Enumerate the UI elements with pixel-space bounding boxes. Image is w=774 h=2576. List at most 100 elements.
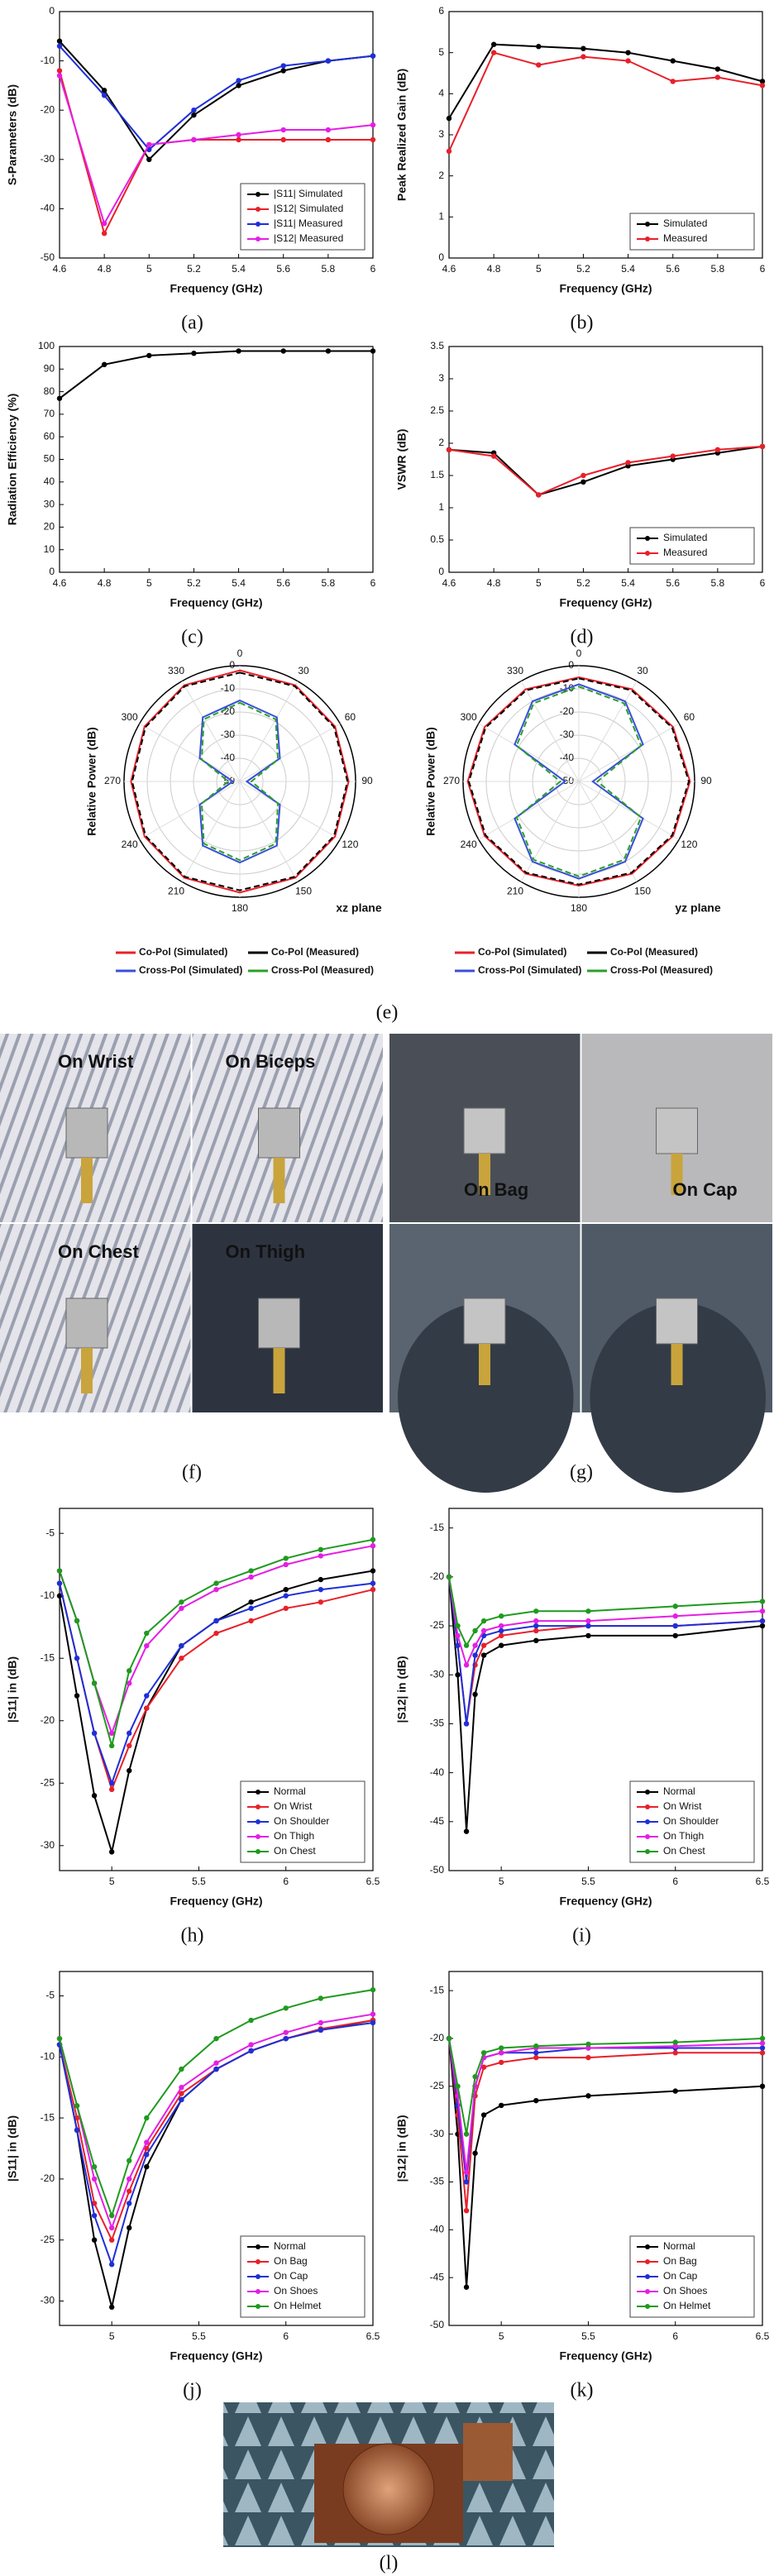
data-point bbox=[127, 2176, 132, 2182]
y-tick-label: 0 bbox=[438, 251, 444, 263]
data-point bbox=[127, 1668, 132, 1674]
legend-marker bbox=[256, 207, 260, 212]
legend-marker bbox=[256, 2274, 260, 2279]
legend-marker bbox=[256, 1834, 260, 1839]
series-line bbox=[448, 2038, 762, 2182]
angle-label: 60 bbox=[684, 711, 695, 723]
data-point bbox=[472, 2150, 478, 2156]
data-point bbox=[533, 1623, 539, 1629]
r-tick-label: -20 bbox=[560, 705, 575, 717]
series-line bbox=[59, 2022, 374, 2268]
x-tick-label: 5.2 bbox=[576, 577, 590, 589]
data-point bbox=[672, 1623, 678, 1629]
data-point bbox=[318, 1576, 324, 1583]
x-tick-label: 6 bbox=[672, 2330, 678, 2342]
caption: (l) bbox=[380, 2553, 399, 2574]
series-line bbox=[59, 75, 374, 226]
x-tick-label: 5.5 bbox=[192, 1876, 206, 1887]
data-point bbox=[213, 1618, 219, 1624]
data-point bbox=[370, 53, 376, 59]
data-point bbox=[108, 2262, 115, 2268]
legend-marker bbox=[645, 1849, 650, 1854]
data-point bbox=[236, 136, 241, 143]
angle-label: 120 bbox=[342, 839, 358, 850]
mount bbox=[342, 2443, 435, 2535]
connector bbox=[273, 1158, 285, 1203]
angle-spoke bbox=[239, 781, 341, 840]
data-point bbox=[91, 2176, 98, 2182]
angle-spoke bbox=[239, 781, 299, 882]
data-point bbox=[672, 1603, 678, 1609]
data-point bbox=[108, 1780, 115, 1786]
caption: (k) bbox=[571, 2380, 594, 2402]
data-point bbox=[490, 453, 497, 459]
data-point bbox=[318, 1586, 324, 1593]
legend-marker bbox=[645, 222, 650, 227]
legend-marker bbox=[256, 1804, 260, 1809]
y-axis-label: |S11| in (dB) bbox=[6, 2115, 19, 2182]
data-point bbox=[480, 1618, 487, 1624]
data-point bbox=[179, 1605, 184, 1612]
data-point bbox=[625, 50, 631, 55]
data-point bbox=[248, 1618, 254, 1624]
series-line bbox=[59, 1989, 374, 2219]
data-point bbox=[533, 1637, 539, 1644]
y-axis-label: Peak Realized Gain (dB) bbox=[395, 69, 408, 201]
series-line bbox=[448, 2038, 762, 2211]
data-point bbox=[144, 2115, 150, 2121]
r-tick-label: 0 bbox=[229, 659, 235, 671]
data-point bbox=[714, 66, 721, 72]
antenna bbox=[656, 1107, 698, 1154]
x-tick-label: 4.8 bbox=[98, 577, 112, 589]
y-tick-label: 30 bbox=[44, 498, 55, 509]
x-tick-label: 5 bbox=[109, 1876, 115, 1887]
polar-series bbox=[130, 669, 350, 894]
angle-label: 300 bbox=[122, 711, 138, 723]
legend-label: On Wrist bbox=[274, 1800, 313, 1812]
legend-marker bbox=[256, 2289, 260, 2294]
legend-marker bbox=[645, 2304, 650, 2309]
data-point bbox=[490, 41, 497, 47]
data-point bbox=[536, 44, 542, 50]
x-tick-label: 6 bbox=[760, 577, 766, 589]
series-line bbox=[448, 2038, 763, 2287]
data-point bbox=[463, 2284, 470, 2290]
data-point bbox=[498, 1613, 504, 1619]
data-point bbox=[585, 1618, 591, 1624]
y-tick-label: -40 bbox=[41, 203, 55, 214]
legend-label: On Wrist bbox=[663, 1800, 702, 1812]
y-tick-label: 20 bbox=[44, 521, 55, 533]
data-point bbox=[191, 112, 197, 118]
data-point bbox=[533, 2050, 539, 2056]
y-axis-label: Relative Power (dB) bbox=[85, 727, 98, 835]
caption: (i) bbox=[572, 1925, 591, 1947]
data-point bbox=[146, 352, 152, 359]
series-line bbox=[59, 2013, 374, 2230]
data-point bbox=[213, 1580, 219, 1586]
data-point bbox=[498, 2050, 504, 2056]
legend-label: Measured bbox=[663, 547, 707, 558]
y-tick-label: 2.5 bbox=[430, 404, 444, 416]
legend-label: On Shoes bbox=[274, 2285, 318, 2296]
y-tick-label: 60 bbox=[44, 430, 55, 442]
polar-series bbox=[467, 677, 690, 886]
data-point bbox=[498, 1627, 504, 1634]
data-point bbox=[127, 1767, 132, 1774]
data-point bbox=[472, 1627, 478, 1634]
angle-label: 330 bbox=[168, 665, 184, 676]
data-point bbox=[191, 108, 197, 113]
legend-label: On Bag bbox=[274, 2255, 308, 2267]
data-point bbox=[670, 453, 676, 459]
data-point bbox=[498, 2102, 504, 2109]
data-point bbox=[74, 1693, 80, 1699]
data-point bbox=[672, 2088, 678, 2094]
photo-label: On Chest bbox=[58, 1241, 139, 1262]
legend-marker bbox=[256, 222, 260, 227]
data-point bbox=[127, 2188, 132, 2194]
x-tick-label: 5.2 bbox=[187, 577, 201, 589]
x-axis-label: Frequency (GHz) bbox=[170, 1895, 262, 1908]
data-point bbox=[480, 2064, 487, 2070]
data-point bbox=[74, 2103, 80, 2109]
angle-spoke bbox=[520, 681, 580, 782]
